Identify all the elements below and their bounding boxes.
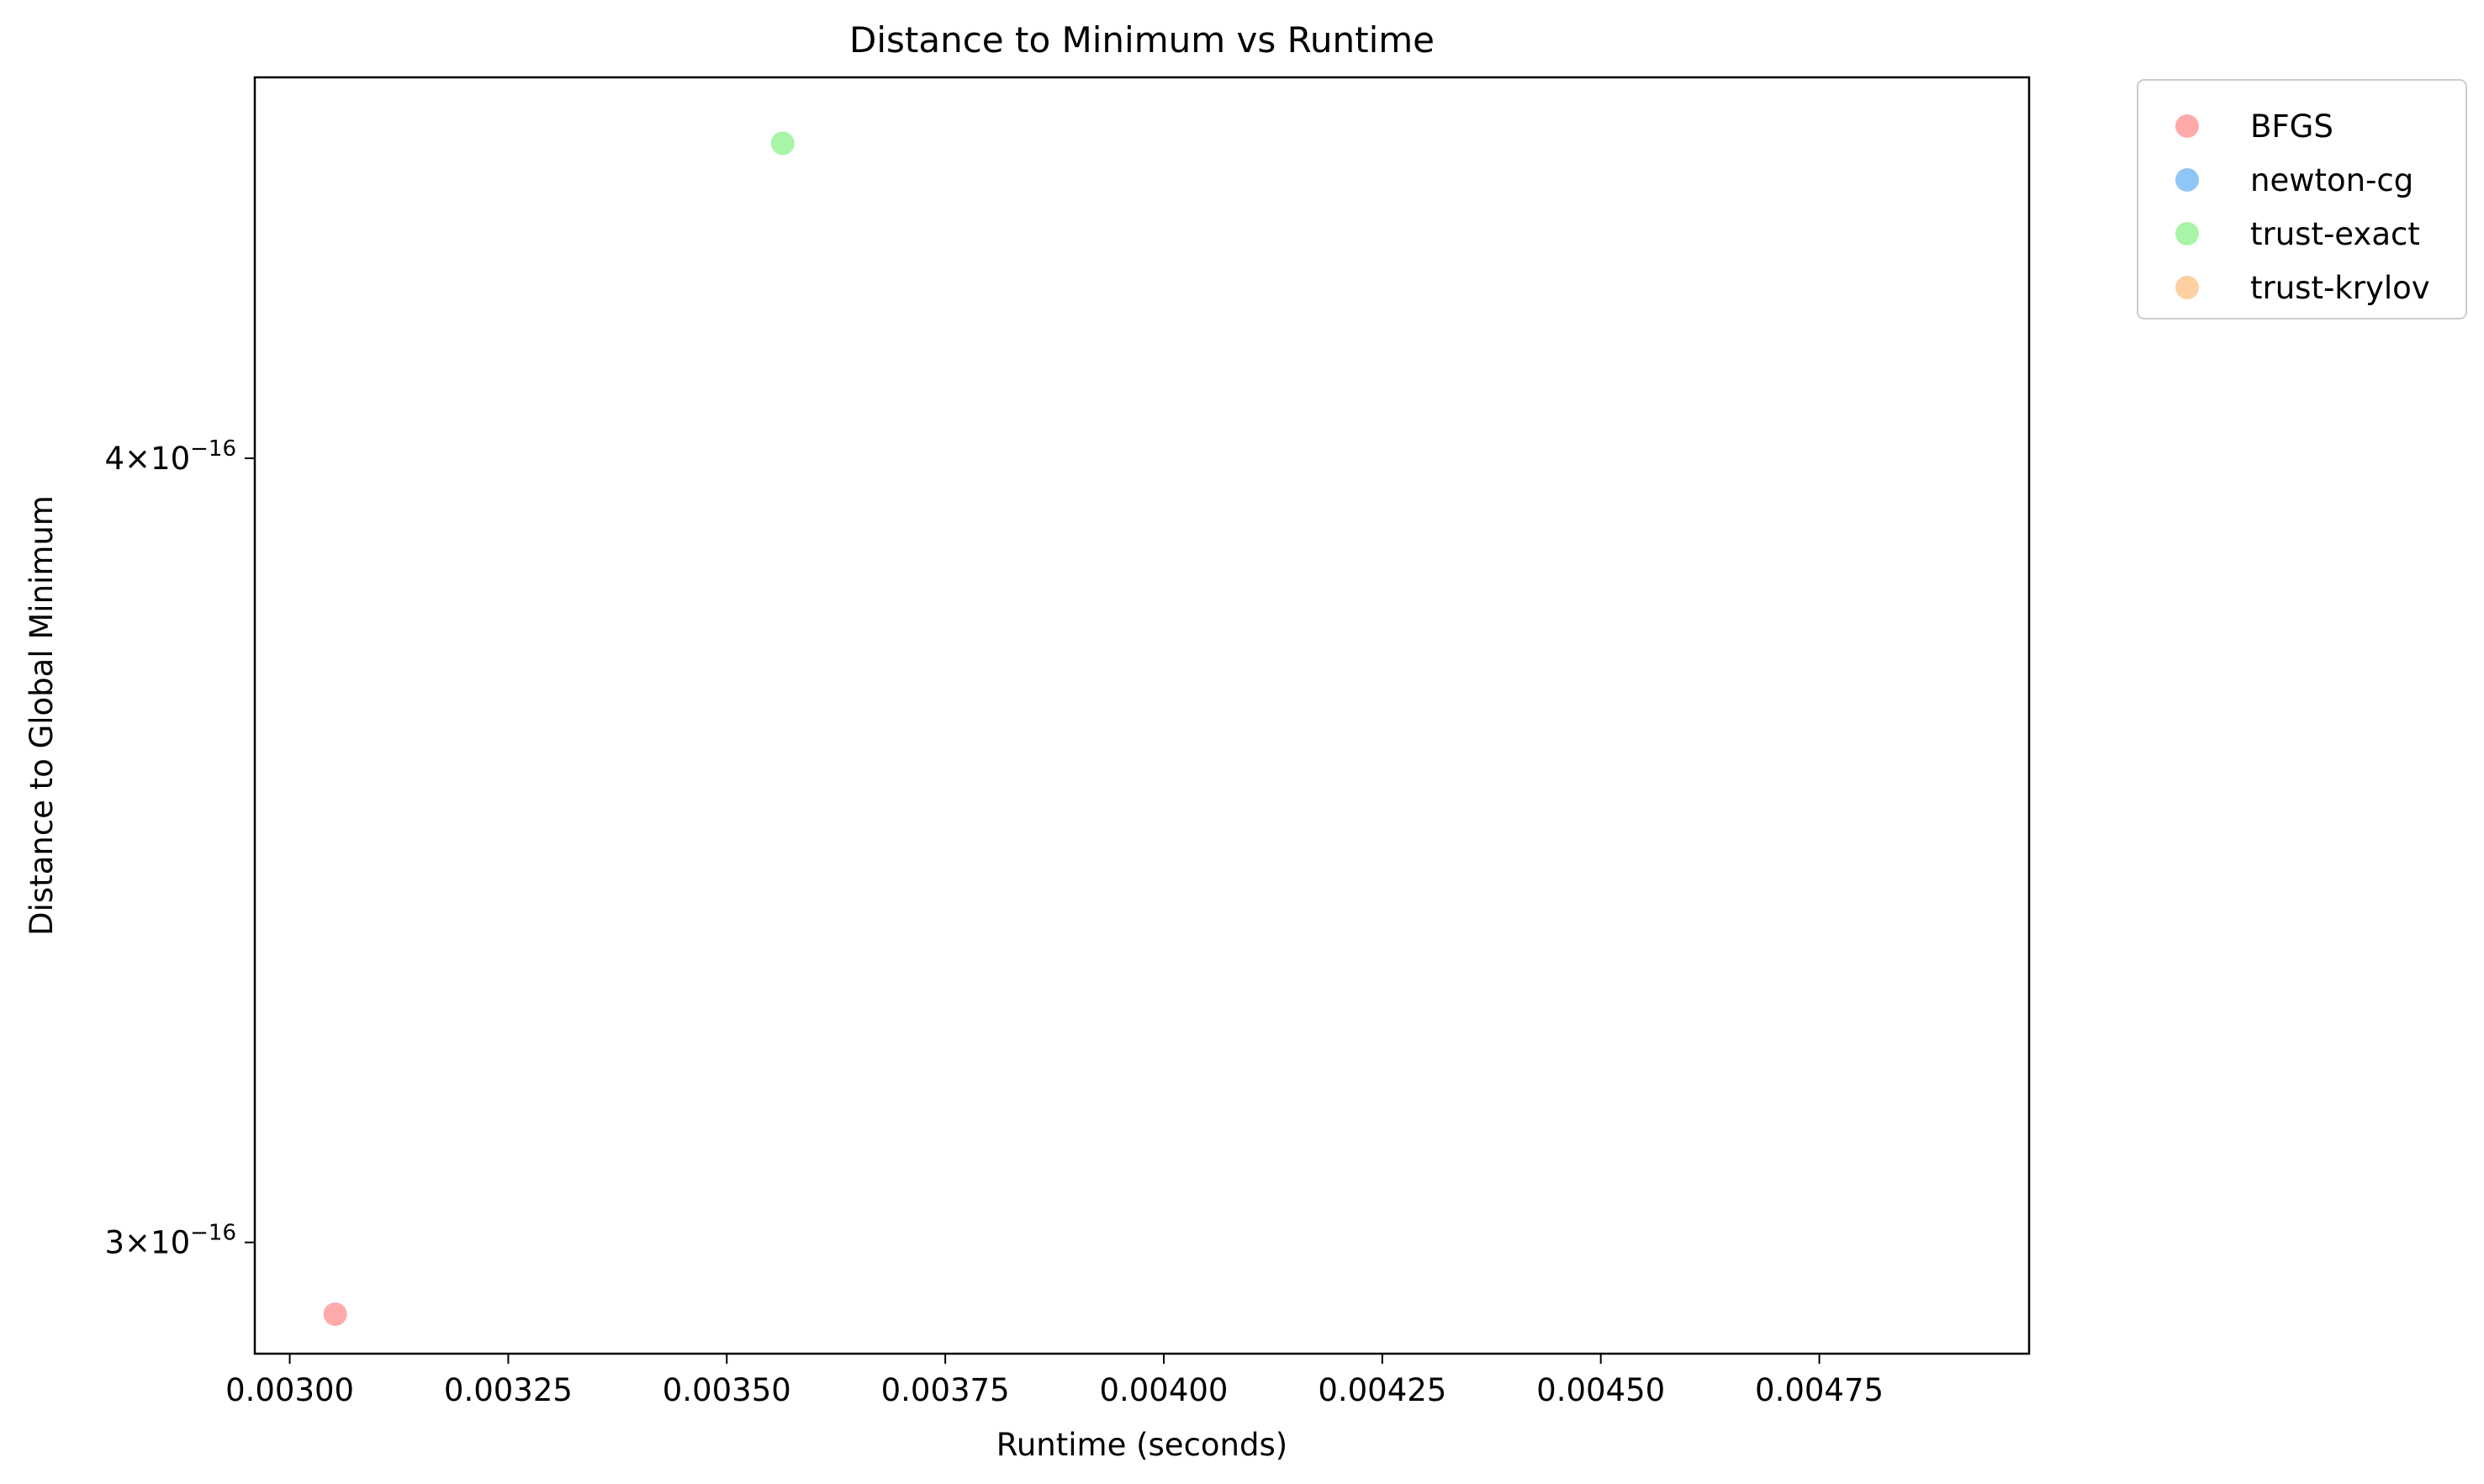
chart-title: Distance to Minimum vs Runtime xyxy=(849,19,1435,61)
x-tick-label: 0.00325 xyxy=(444,1372,573,1408)
y-tick-label: 4×10−16 xyxy=(105,436,237,477)
x-tick-label: 0.00350 xyxy=(663,1372,791,1408)
point-trust-exact xyxy=(770,131,795,156)
plot-area xyxy=(253,76,2031,1355)
y-axis-label: Distance to Global Minimum xyxy=(24,495,60,936)
x-tick-label: 0.00375 xyxy=(881,1372,1010,1408)
legend-label: trust-exact xyxy=(2250,216,2420,252)
legend-label: newton-cg xyxy=(2250,162,2413,198)
legend-marker-newton-cg xyxy=(2175,168,2199,192)
point-bfgs xyxy=(323,1302,347,1327)
legend-box xyxy=(2137,79,2467,320)
legend-label: BFGS xyxy=(2250,108,2333,145)
x-tick-label: 0.00450 xyxy=(1536,1372,1665,1408)
x-tick-label: 0.00400 xyxy=(1099,1372,1228,1408)
x-tick-label: 0.00300 xyxy=(225,1372,354,1408)
x-tick-label: 0.00475 xyxy=(1755,1372,1884,1408)
y-axis: 3×10−16 4×10−16 xyxy=(105,436,255,1261)
legend: BFGS newton-cg trust-exact trust-krylov xyxy=(2137,79,2467,320)
legend-marker-bfgs xyxy=(2175,114,2199,138)
legend-marker-trust-krylov xyxy=(2175,276,2199,299)
legend-label: trust-krylov xyxy=(2250,270,2430,306)
legend-marker-trust-exact xyxy=(2175,222,2199,246)
x-axis: 0.00300 0.00325 0.00350 0.00375 0.00400 0.004… xyxy=(225,1354,1884,1408)
y-tick-label: 3×10−16 xyxy=(105,1221,237,1261)
x-axis-label: Runtime (seconds) xyxy=(996,1427,1287,1463)
data-points xyxy=(323,131,795,1327)
x-tick-label: 0.00425 xyxy=(1318,1372,1446,1408)
